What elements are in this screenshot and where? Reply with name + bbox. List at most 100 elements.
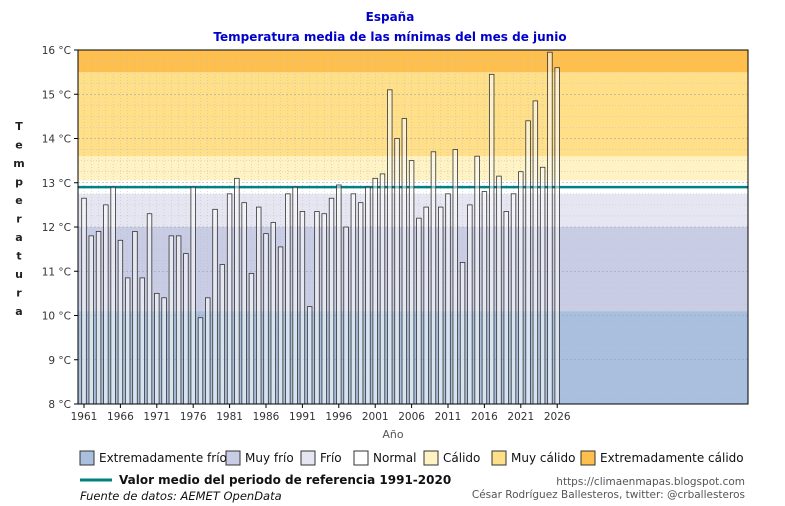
bar-1968 — [132, 231, 138, 405]
y-label-letter: p — [15, 176, 23, 189]
y-label-letter: r — [16, 287, 22, 300]
bar-1989 — [285, 193, 291, 405]
x-tick-label: 2016 — [471, 411, 498, 423]
legend-swatch — [300, 450, 316, 466]
legend-swatch — [580, 450, 596, 466]
bar-1985 — [256, 206, 262, 405]
bar-1962 — [88, 235, 94, 405]
bar-2023 — [532, 100, 539, 405]
bar-2002 — [379, 173, 386, 405]
y-label-letter: a — [15, 231, 22, 244]
legend-reference-label: Valor medio del periodo de referencia 19… — [119, 473, 451, 487]
bar-2021 — [518, 171, 524, 405]
bar-2017 — [488, 73, 495, 405]
bar-1999 — [357, 202, 364, 405]
bar-1977 — [197, 317, 204, 405]
bar-2000 — [365, 186, 371, 405]
legend-swatch — [79, 450, 95, 466]
x-tick-label: 1996 — [325, 411, 352, 423]
bars — [81, 51, 560, 405]
y-axis-ticks: 8 °C 9 °C 10 °C 11 °C 12 °C 13 °C 14 °C 15 °C 16… — [42, 45, 78, 411]
bar-2003 — [387, 89, 393, 405]
bar-1969 — [139, 277, 145, 405]
y-tick-label: 9 °C — [48, 355, 71, 367]
bar-1988 — [277, 246, 284, 405]
credit-author: César Rodríguez Ballesteros, twitter: @c… — [472, 489, 745, 501]
legend-swatch — [491, 450, 507, 466]
bar-1965 — [110, 186, 116, 405]
y-tick-label: 8 °C — [48, 399, 71, 411]
bar-1981 — [226, 193, 233, 405]
y-tick-label: 10 °C — [42, 311, 71, 323]
bar-1994 — [321, 213, 327, 405]
bar-2005 — [401, 118, 408, 405]
bar-1992 — [306, 306, 313, 405]
bar-2012 — [452, 149, 458, 405]
bar-1993 — [314, 211, 320, 405]
data-source: Fuente de datos: AEMET OpenData — [80, 489, 282, 503]
x-axis-label: Año — [382, 428, 403, 441]
x-tick-label: 1991 — [289, 411, 316, 423]
bar-1990 — [292, 186, 298, 405]
bar-1963 — [95, 231, 102, 405]
bar-1975 — [183, 253, 189, 405]
bar-2009 — [430, 151, 437, 405]
credit-website: https://climaenmapas.blogspot.com — [556, 476, 745, 488]
bar-2007 — [416, 217, 422, 405]
bar-1976 — [190, 186, 196, 405]
x-axis-ticks: 1961 1966 1971 1976 1981 1986 1991 1996 2001 2006… — [71, 404, 571, 423]
bar-1970 — [146, 213, 153, 405]
bar-2025 — [547, 51, 553, 405]
x-tick-label: 2011 — [435, 411, 462, 423]
x-tick-label: 1981 — [216, 411, 243, 423]
bar-1995 — [328, 197, 335, 405]
bar-2015 — [474, 155, 480, 405]
y-label-letter: t — [16, 250, 21, 263]
chart-title: España — [366, 10, 415, 24]
bar-2014 — [467, 204, 473, 405]
legend-label: Frío — [320, 451, 342, 465]
x-tick-label: 1986 — [253, 411, 280, 423]
bar-1974 — [175, 235, 182, 405]
legend-label: Muy cálido — [511, 451, 575, 465]
y-label-letter: e — [15, 139, 22, 152]
bar-1984 — [248, 273, 255, 405]
y-tick-label: 16 °C — [42, 45, 71, 57]
bar-1983 — [241, 202, 247, 405]
band-5 — [78, 72, 748, 157]
bar-2024 — [539, 166, 546, 405]
band-6 — [78, 50, 748, 73]
legend-label: Extremadamente frío — [99, 451, 227, 465]
x-tick-label: 1966 — [107, 411, 134, 423]
legend-swatch — [353, 450, 369, 466]
y-tick-label: 11 °C — [42, 266, 71, 278]
y-tick-label: 13 °C — [42, 178, 71, 190]
bar-1997 — [343, 226, 349, 405]
bar-1982 — [234, 177, 240, 405]
x-tick-label: 1976 — [180, 411, 207, 423]
bar-1980 — [219, 264, 226, 405]
bar-1979 — [212, 208, 218, 405]
legend-swatch — [423, 450, 439, 466]
bar-2004 — [394, 138, 400, 405]
legend-label: Cálido — [443, 451, 480, 465]
bar-2026 — [554, 67, 560, 405]
bar-2013 — [459, 261, 466, 405]
y-label-letter: r — [16, 213, 22, 226]
chart-subtitle: Temperatura media de las mínimas del mes… — [213, 30, 566, 44]
y-tick-label: 14 °C — [42, 134, 71, 146]
bar-1978 — [205, 297, 211, 405]
y-label-letter: m — [13, 157, 24, 170]
bar-2006 — [408, 160, 415, 405]
x-tick-label: 2021 — [507, 411, 534, 423]
bar-1986 — [263, 233, 269, 405]
legend-label: Muy frío — [245, 451, 294, 465]
y-tick-label: 12 °C — [42, 222, 71, 234]
y-axis-label: Temperatura — [13, 120, 24, 318]
bar-1971 — [154, 292, 160, 405]
bar-2019 — [503, 211, 509, 405]
x-tick-label: 1971 — [143, 411, 170, 423]
bar-2022 — [525, 120, 531, 405]
y-label-letter: e — [15, 194, 22, 207]
bar-2016 — [481, 191, 488, 405]
